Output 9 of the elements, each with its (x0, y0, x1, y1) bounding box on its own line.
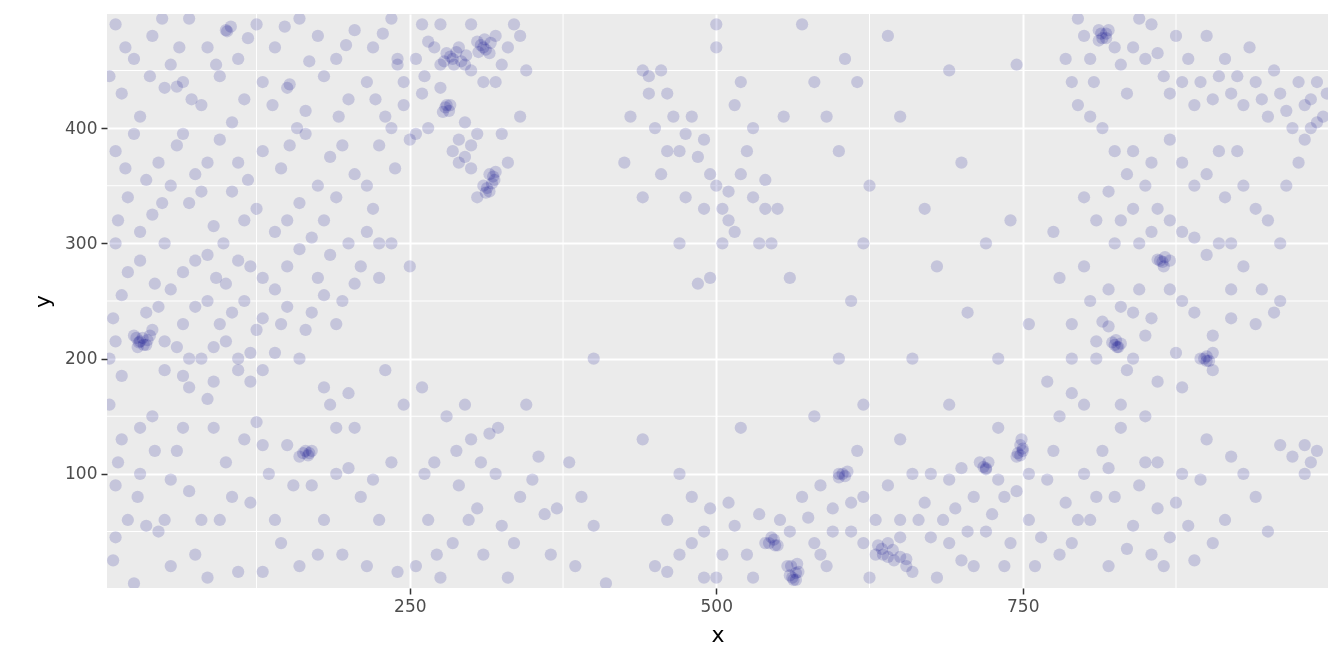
y-tick-label: 100 (65, 463, 98, 484)
x-tick-label: 750 (1007, 595, 1040, 616)
x-tick-label: 500 (700, 595, 733, 616)
y-tick-label: 300 (65, 232, 98, 253)
y-tick-label: 200 (65, 348, 98, 369)
y-axis-title: y (30, 294, 56, 309)
y-tick-label: 400 (65, 117, 98, 138)
x-tick-label: 250 (394, 595, 427, 616)
x-axis-title: x (711, 621, 725, 647)
